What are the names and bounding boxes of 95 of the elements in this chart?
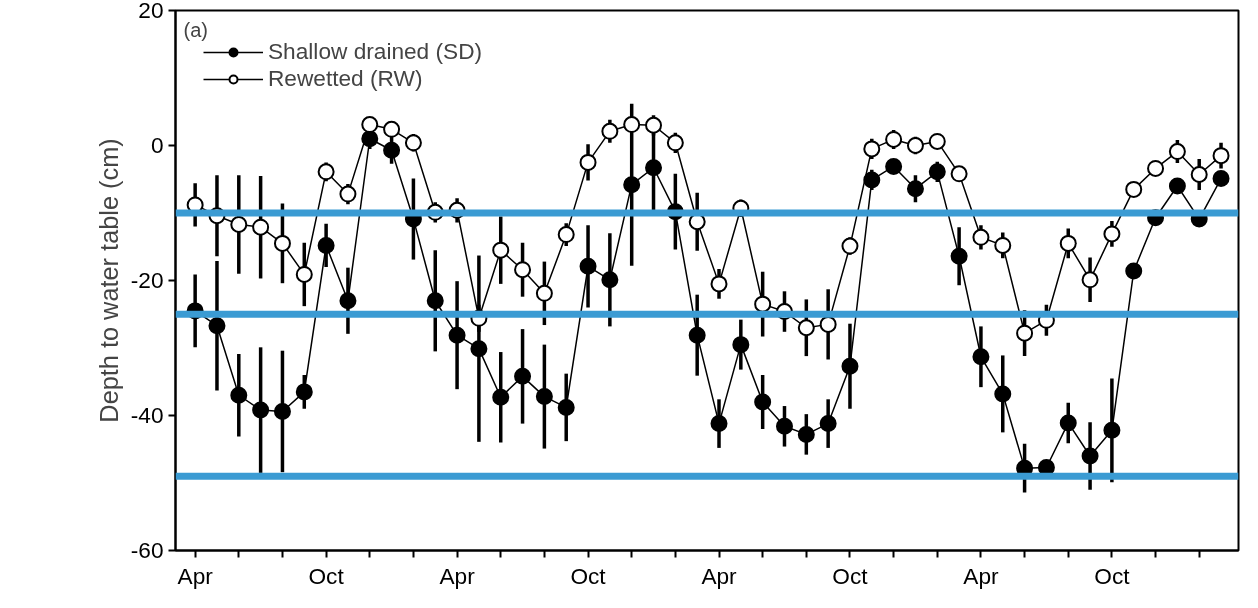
point: [1168, 177, 1186, 195]
point: [514, 367, 532, 385]
y-tick-label: -40: [130, 402, 164, 428]
point: [819, 415, 837, 433]
point: [1059, 414, 1077, 432]
point: [1125, 262, 1143, 280]
y-tick-label: 20: [138, 0, 164, 23]
point: [1016, 324, 1034, 342]
point: [1059, 234, 1077, 252]
point: [710, 415, 728, 433]
point: [775, 417, 793, 435]
point: [885, 130, 903, 148]
point: [361, 116, 379, 134]
point: [645, 159, 663, 177]
legend-label: Shallow drained (SD): [268, 38, 483, 65]
point: [994, 236, 1012, 254]
point: [1103, 421, 1121, 439]
point: [383, 141, 401, 159]
point: [688, 326, 706, 344]
point: [906, 180, 924, 198]
point: [579, 257, 597, 275]
point: [557, 398, 575, 416]
point: [1212, 147, 1230, 165]
point: [972, 228, 990, 246]
point: [623, 116, 641, 134]
point: [863, 140, 881, 158]
point: [928, 132, 946, 150]
point: [535, 388, 553, 406]
x-tick-label: Apr: [963, 562, 1000, 589]
annotation: (a): [183, 18, 208, 41]
x-tick-label: Oct: [1094, 562, 1131, 589]
point: [492, 388, 510, 406]
point: [230, 386, 248, 404]
point: [492, 241, 510, 259]
point: [797, 319, 815, 337]
point: [994, 385, 1012, 403]
point: [754, 393, 772, 411]
point: [535, 284, 553, 302]
point: [841, 357, 859, 375]
point: [579, 153, 597, 171]
point: [885, 157, 903, 175]
point: [797, 425, 815, 443]
point: [404, 134, 422, 152]
point: [1081, 447, 1099, 465]
point: [1168, 143, 1186, 161]
point: [819, 315, 837, 333]
point: [514, 261, 532, 279]
point: [557, 226, 575, 244]
point: [208, 317, 226, 335]
point: [295, 265, 313, 283]
point: [732, 336, 750, 354]
point: [601, 122, 619, 140]
point: [950, 247, 968, 265]
y-tick-label: -20: [130, 267, 164, 293]
point: [1125, 180, 1143, 198]
point: [273, 234, 291, 252]
point: [1081, 271, 1099, 289]
point: [252, 401, 270, 419]
point: [950, 165, 968, 183]
point: [339, 292, 357, 310]
x-tick-label: Oct: [832, 562, 869, 589]
point: [470, 340, 488, 358]
point: [863, 171, 881, 189]
point: [972, 348, 990, 366]
x-tick-label: Apr: [439, 562, 476, 589]
x-tick-label: Oct: [308, 562, 345, 589]
x-tick-label: Apr: [177, 562, 214, 589]
point: [252, 218, 270, 236]
point: [754, 295, 772, 313]
point: [448, 326, 466, 344]
y-tick-label: 0: [150, 132, 164, 158]
point: [273, 402, 291, 420]
point: [426, 292, 444, 310]
point: [317, 163, 335, 181]
x-tick-label: Oct: [570, 562, 607, 589]
point: [710, 275, 728, 293]
point: [928, 163, 946, 181]
point: [383, 120, 401, 138]
point: [906, 137, 924, 154]
point: [841, 237, 859, 255]
point: [339, 185, 357, 203]
point: [623, 176, 641, 194]
point: [317, 236, 335, 254]
y-tick-label: -60: [130, 537, 164, 563]
point: [295, 383, 313, 401]
point: [601, 271, 619, 289]
point: [230, 215, 248, 233]
x-tick-label: Apr: [701, 562, 738, 589]
legend-label: Rewetted (RW): [268, 65, 423, 92]
point: [1190, 166, 1208, 184]
point: [1103, 225, 1121, 243]
y-axis-title: Depth to water table (cm): [94, 138, 123, 423]
point: [1212, 170, 1230, 188]
point: [1147, 159, 1165, 177]
point: [666, 134, 684, 152]
